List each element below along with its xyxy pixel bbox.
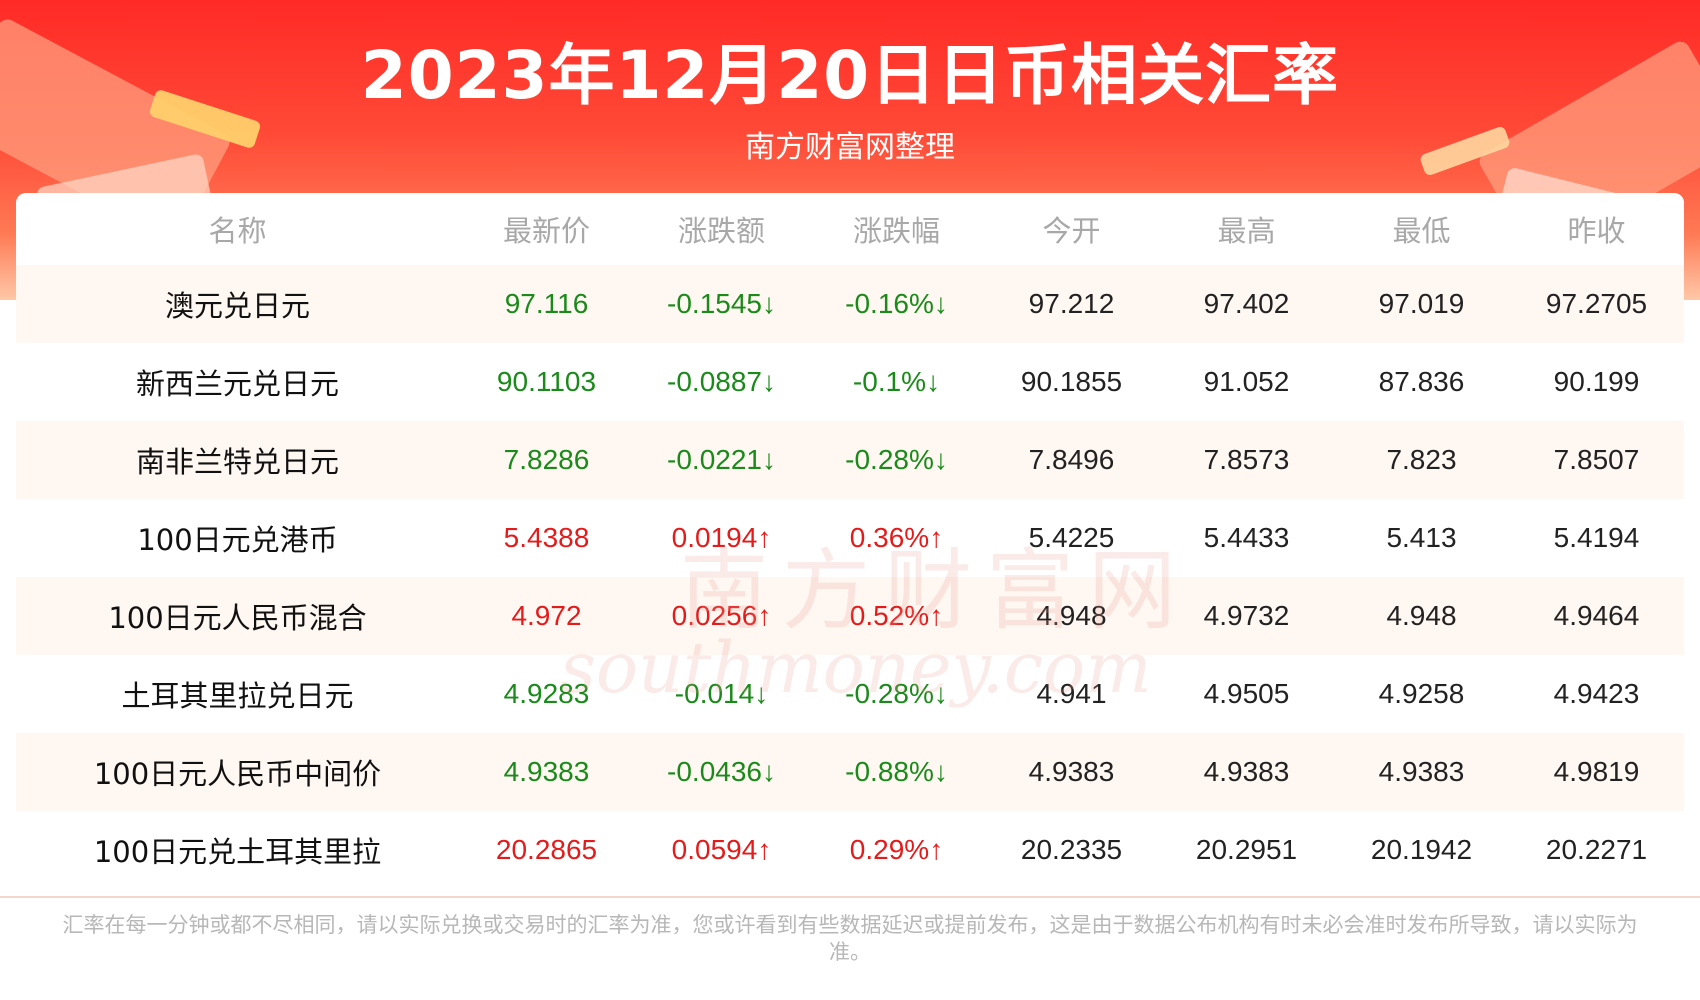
cell-change: 0.0594↑	[671, 834, 772, 865]
cell-latest: 97.116	[504, 288, 589, 319]
cell-change: 0.0194↑	[671, 522, 772, 553]
cell-low: 5.413	[1386, 522, 1457, 553]
cell-latest: 20.2865	[495, 834, 598, 865]
cell-high: 5.4433	[1203, 522, 1290, 553]
cell-open: 5.4225	[1028, 522, 1115, 553]
table-row: 100日元兑港币 5.4388 0.0194↑ 0.36%↑ 5.4225 5.…	[16, 499, 1684, 577]
table-row: 土耳其里拉兑日元 4.9283 -0.014↓ -0.28%↓ 4.941 4.…	[16, 655, 1684, 733]
cell-high: 4.9505	[1203, 678, 1290, 709]
cell-change: -0.1545↓	[667, 288, 776, 319]
cell-prev-close: 4.9464	[1553, 600, 1640, 631]
cell-change: -0.0221↓	[667, 444, 776, 475]
cell-open: 20.2335	[1020, 834, 1123, 865]
table-row: 南非兰特兑日元 7.8286 -0.0221↓ -0.28%↓ 7.8496 7…	[16, 421, 1684, 499]
cell-name: 100日元人民币中间价	[93, 757, 382, 791]
cell-change-pct: -0.1%↓	[852, 366, 941, 397]
column-header-change: 涨跌额	[677, 214, 765, 248]
rate-table: 名称 最新价 涨跌额 涨跌幅 今开 最高 最低 昨收 澳元兑日元 97.116 …	[16, 193, 1684, 898]
page-subtitle: 南方财富网整理	[745, 130, 955, 165]
column-header-latest: 最新价	[502, 214, 590, 248]
cell-open: 4.9383	[1028, 756, 1115, 787]
cell-low: 4.948	[1386, 600, 1457, 631]
column-header-change-pct: 涨跌幅	[852, 214, 940, 248]
column-header-open: 今开	[1042, 214, 1101, 248]
cell-high: 20.2951	[1195, 834, 1298, 865]
cell-latest: 5.4388	[503, 522, 590, 553]
cell-latest: 7.8286	[503, 444, 590, 475]
cell-prev-close: 5.4194	[1553, 522, 1640, 553]
cell-name: 100日元兑港币	[137, 523, 338, 557]
cell-change: 0.0256↑	[671, 600, 772, 631]
table-row: 澳元兑日元 97.116 -0.1545↓ -0.16%↓ 97.212 97.…	[16, 265, 1684, 343]
cell-change-pct: 0.36%↑	[849, 522, 944, 553]
cell-high: 4.9732	[1203, 600, 1290, 631]
column-header-low: 最低	[1392, 214, 1451, 248]
table-header-row: 名称 最新价 涨跌额 涨跌幅 今开 最高 最低 昨收	[16, 193, 1684, 265]
cell-change-pct: -0.88%↓	[845, 756, 948, 787]
cell-latest: 90.1103	[496, 366, 597, 397]
cell-prev-close: 4.9423	[1553, 678, 1640, 709]
page-title: 2023年12月20日日币相关汇率	[360, 37, 1340, 114]
cell-open: 97.212	[1028, 288, 1115, 319]
cell-change-pct: -0.16%↓	[845, 288, 948, 319]
cell-low: 4.9383	[1378, 756, 1465, 787]
cell-prev-close: 97.2705	[1545, 288, 1648, 319]
cell-open: 4.941	[1036, 678, 1107, 709]
cell-prev-close: 7.8507	[1553, 444, 1640, 475]
cell-high: 91.052	[1203, 366, 1290, 397]
cell-prev-close: 90.199	[1553, 366, 1640, 397]
column-header-prev-close: 昨收	[1567, 214, 1626, 248]
cell-open: 7.8496	[1028, 444, 1115, 475]
cell-name: 澳元兑日元	[164, 289, 310, 323]
cell-open: 90.1855	[1020, 366, 1123, 397]
cell-name: 100日元人民币混合	[108, 601, 367, 635]
cell-name: 南非兰特兑日元	[135, 445, 339, 479]
divider	[0, 896, 1700, 898]
cell-low: 20.1942	[1370, 834, 1473, 865]
cell-latest: 4.9283	[503, 678, 590, 709]
cell-change: -0.0436↓	[667, 756, 776, 787]
cell-change-pct: -0.28%↓	[845, 678, 948, 709]
table-row: 100日元兑土耳其里拉 20.2865 0.0594↑ 0.29%↑ 20.23…	[16, 811, 1684, 889]
column-header-name: 名称	[208, 214, 267, 248]
cell-low: 7.823	[1386, 444, 1457, 475]
cell-high: 4.9383	[1203, 756, 1290, 787]
cell-change-pct: 0.29%↑	[849, 834, 944, 865]
cell-high: 7.8573	[1203, 444, 1290, 475]
cell-name: 土耳其里拉兑日元	[121, 679, 354, 713]
cell-prev-close: 20.2271	[1545, 834, 1648, 865]
cell-change: -0.0887↓	[667, 366, 776, 397]
cell-latest: 4.972	[511, 600, 582, 631]
cell-name: 新西兰元兑日元	[135, 367, 339, 401]
cell-prev-close: 4.9819	[1553, 756, 1640, 787]
cell-low: 4.9258	[1378, 678, 1465, 709]
cell-change-pct: 0.52%↑	[849, 600, 944, 631]
column-header-high: 最高	[1217, 214, 1276, 248]
cell-open: 4.948	[1036, 600, 1107, 631]
cell-change: -0.014↓	[674, 678, 769, 709]
table-row: 新西兰元兑日元 90.1103 -0.0887↓ -0.1%↓ 90.1855 …	[16, 343, 1684, 421]
table-row: 100日元人民币中间价 4.9383 -0.0436↓ -0.88%↓ 4.93…	[16, 733, 1684, 811]
cell-latest: 4.9383	[503, 756, 590, 787]
footnote: 汇率在每一分钟或都不尽相同，请以实际兑换或交易时的汇率为准，您或许看到有些数据延…	[62, 913, 1638, 964]
cell-low: 97.019	[1378, 288, 1465, 319]
table-row: 100日元人民币混合 4.972 0.0256↑ 0.52%↑ 4.948 4.…	[16, 577, 1684, 655]
cell-high: 97.402	[1203, 288, 1290, 319]
cell-low: 87.836	[1378, 366, 1465, 397]
cell-change-pct: -0.28%↓	[845, 444, 948, 475]
cell-name: 100日元兑土耳其里拉	[93, 835, 382, 869]
